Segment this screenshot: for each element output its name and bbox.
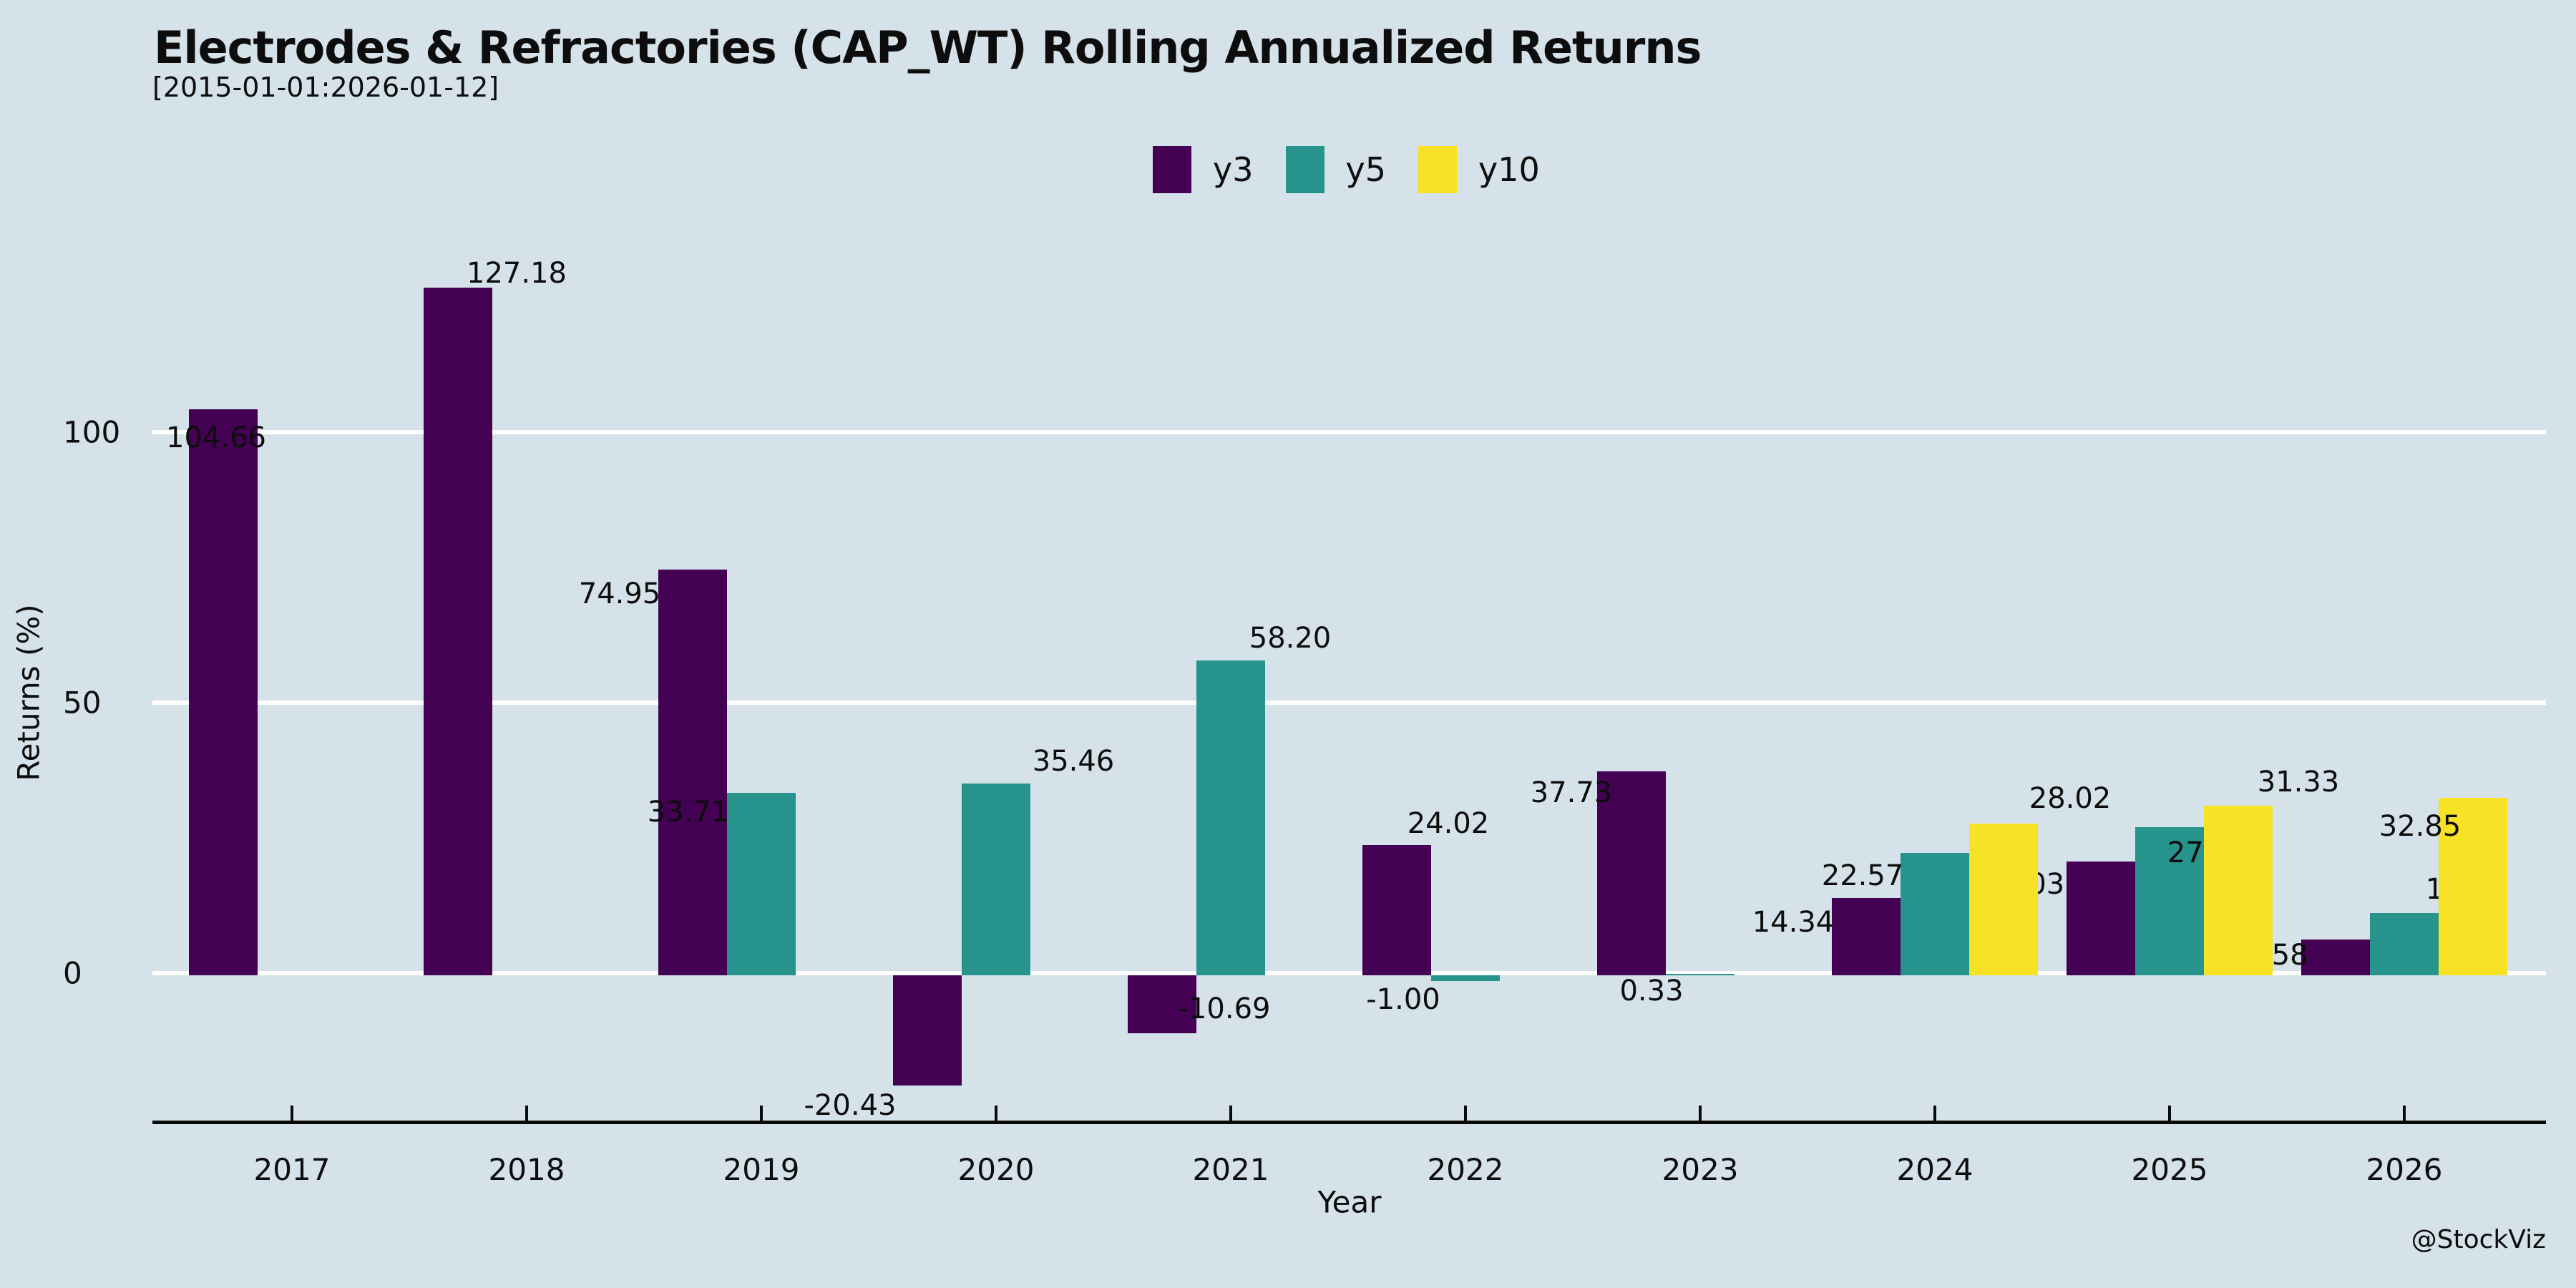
bar-y3-2021 <box>1128 975 1196 1033</box>
x-tick-2018 <box>525 1106 528 1121</box>
bar-y5-2024 <box>1901 853 1969 975</box>
x-tick-label-2020: 2020 <box>957 1152 1035 1187</box>
bar-value-label-y5-2022: -1.00 <box>1366 982 1440 1016</box>
bar-y5-2019 <box>727 793 796 975</box>
bar-y3-2025 <box>2067 862 2135 975</box>
x-tick-label-2018: 2018 <box>488 1152 565 1187</box>
bar-value-label-y3-2024: 14.34 <box>1752 905 1835 939</box>
bar-y5-2025 <box>2135 827 2204 975</box>
legend-swatch-y3 <box>1153 146 1191 193</box>
bar-y3-2017 <box>189 409 258 975</box>
y-tick-label-0: 0 <box>63 955 82 991</box>
x-axis-title: Year <box>1317 1184 1382 1220</box>
y-tick-label-100: 100 <box>63 414 121 450</box>
legend-label-y10: y10 <box>1478 150 1540 189</box>
x-tick-2022 <box>1464 1106 1467 1121</box>
bar-value-label-y10-2026: 32.85 <box>2379 809 2462 843</box>
x-tick-2020 <box>995 1106 997 1121</box>
x-tick-label-2025: 2025 <box>2131 1152 2208 1187</box>
x-tick-2026 <box>2403 1106 2406 1121</box>
chart-subtitle: [2015-01-01:2026-01-12] <box>152 72 499 103</box>
bar-value-label-y5-2023: 0.33 <box>1619 974 1684 1008</box>
bar-y5-2023 <box>1666 973 1735 975</box>
legend-label-y5: y5 <box>1345 150 1387 189</box>
bar-value-label-y3-2021: -10.69 <box>1178 992 1271 1025</box>
bar-value-label-y5-2019: 33.71 <box>647 796 730 829</box>
x-tick-label-2021: 2021 <box>1192 1152 1269 1187</box>
chart-title: Electrodes & Refractories (CAP_WT) Rolli… <box>154 21 1702 74</box>
x-tick-2021 <box>1229 1106 1232 1121</box>
bar-y5-2021 <box>1196 660 1265 975</box>
legend: y3 y5 y10 <box>1153 146 1540 193</box>
bar-y3-2018 <box>424 287 492 975</box>
bar-value-label-y3-2023: 37.73 <box>1530 776 1613 809</box>
bar-y3-2024 <box>1832 897 1901 975</box>
legend-item-y10: y10 <box>1418 146 1540 193</box>
bar-value-label-y3-2019: 74.95 <box>578 577 661 611</box>
legend-item-y5: y5 <box>1285 146 1387 193</box>
x-tick-2023 <box>1699 1106 1702 1121</box>
bar-value-label-y10-2024: 28.02 <box>2029 782 2112 816</box>
gridline-0 <box>152 971 2546 975</box>
bar-y3-2023 <box>1597 771 1666 975</box>
x-tick-2019 <box>760 1106 763 1121</box>
bar-y3-2022 <box>1362 845 1431 975</box>
x-tick-label-2026: 2026 <box>2366 1152 2443 1187</box>
bar-value-label-y10-2025: 31.33 <box>2257 766 2340 799</box>
gridline-100 <box>152 430 2546 434</box>
bar-y10-2025 <box>2204 806 2273 975</box>
bar-value-label-y5-2021: 58.20 <box>1249 622 1332 655</box>
y-axis-title: Returns (%) <box>11 604 47 781</box>
bar-y10-2024 <box>1969 824 2038 975</box>
bar-value-label-y3-2020: -20.43 <box>804 1089 897 1123</box>
x-tick-label-2024: 2024 <box>1896 1152 1974 1187</box>
bar-y10-2026 <box>2439 797 2507 975</box>
watermark: @StockViz <box>2411 1225 2546 1254</box>
bar-y3-2019 <box>658 570 727 975</box>
x-tick-label-2022: 2022 <box>1427 1152 1504 1187</box>
bar-y5-2022 <box>1431 975 1500 981</box>
bar-y3-2020 <box>893 975 962 1086</box>
legend-label-y3: y3 <box>1213 150 1254 189</box>
legend-swatch-y10 <box>1418 146 1457 193</box>
x-axis-spine <box>152 1121 2546 1124</box>
x-tick-2017 <box>291 1106 293 1121</box>
x-tick-label-2019: 2019 <box>723 1152 800 1187</box>
x-tick-label-2023: 2023 <box>1662 1152 1739 1187</box>
x-tick-label-2017: 2017 <box>253 1152 331 1187</box>
y-tick-label-50: 50 <box>63 685 102 721</box>
gridline-50 <box>152 701 2546 705</box>
legend-item-y3: y3 <box>1153 146 1254 193</box>
bar-y3-2026 <box>2301 940 2370 975</box>
bar-value-label-y3-2017: 104.66 <box>166 421 266 454</box>
bar-y5-2026 <box>2370 912 2439 975</box>
bar-value-label-y3-2022: 24.02 <box>1407 807 1490 841</box>
x-tick-2024 <box>1933 1106 1936 1121</box>
bar-value-label-y5-2020: 35.46 <box>1032 744 1115 778</box>
legend-swatch-y5 <box>1285 146 1324 193</box>
bar-value-label-y3-2018: 127.18 <box>467 256 567 290</box>
bar-y5-2020 <box>962 783 1030 975</box>
bar-value-label-y5-2024: 22.57 <box>1821 859 1904 893</box>
x-tick-2025 <box>2168 1106 2171 1121</box>
